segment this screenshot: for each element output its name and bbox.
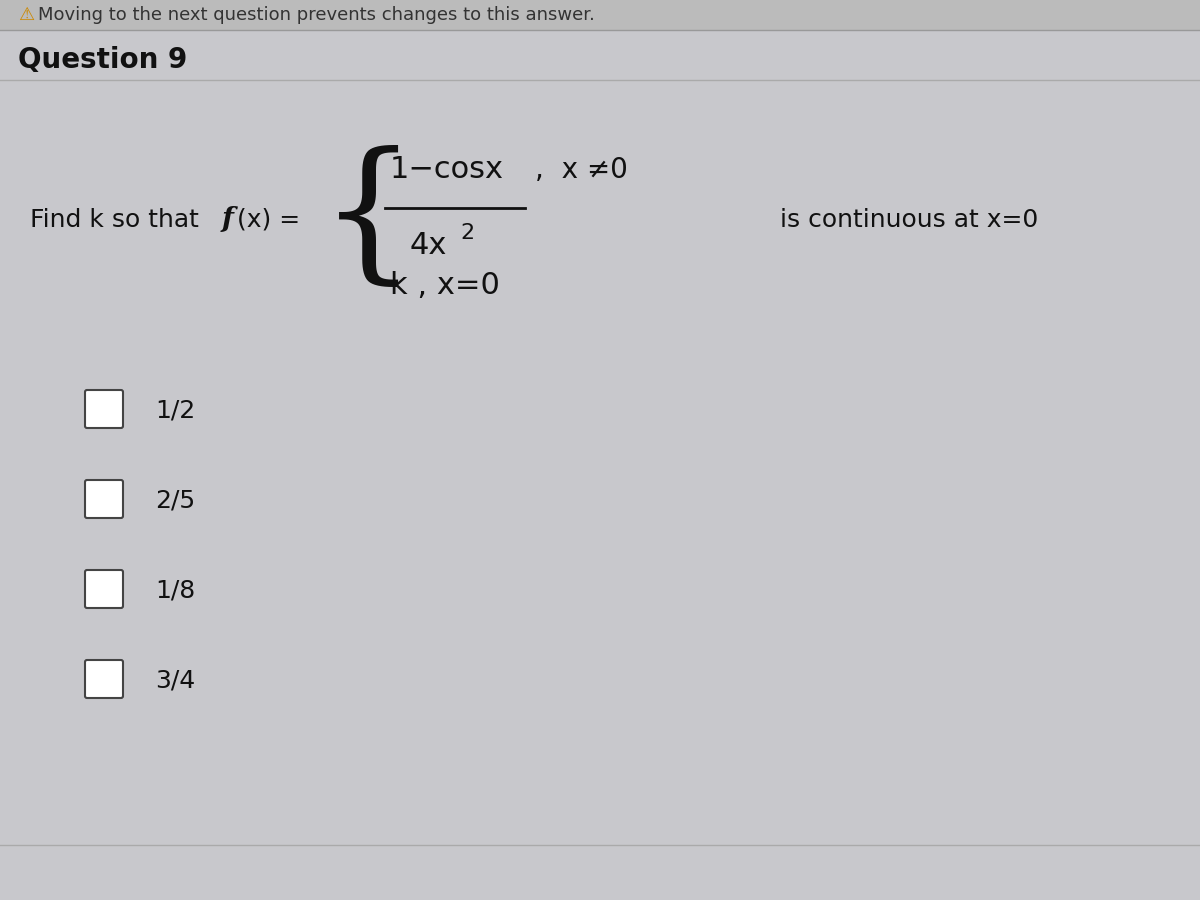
Text: Find k so that: Find k so that bbox=[30, 208, 206, 232]
Text: is continuous at x=0: is continuous at x=0 bbox=[780, 208, 1038, 232]
Text: 2/5: 2/5 bbox=[155, 488, 196, 512]
Text: Moving to the next question prevents changes to this answer.: Moving to the next question prevents cha… bbox=[38, 6, 595, 24]
Text: k , x=0: k , x=0 bbox=[390, 271, 500, 300]
Text: Question 9: Question 9 bbox=[18, 46, 187, 74]
Text: ⚠: ⚠ bbox=[18, 6, 34, 24]
Text: 3/4: 3/4 bbox=[155, 668, 196, 692]
Text: f: f bbox=[222, 206, 234, 233]
Text: 2: 2 bbox=[460, 223, 474, 243]
Text: 1−cosx: 1−cosx bbox=[390, 156, 504, 184]
FancyBboxPatch shape bbox=[0, 0, 1200, 30]
Text: 1/8: 1/8 bbox=[155, 578, 196, 602]
Text: 4x: 4x bbox=[410, 230, 448, 259]
FancyBboxPatch shape bbox=[85, 390, 124, 428]
Text: 1/2: 1/2 bbox=[155, 398, 196, 422]
Text: (x) =: (x) = bbox=[238, 208, 300, 232]
FancyBboxPatch shape bbox=[85, 480, 124, 518]
FancyBboxPatch shape bbox=[85, 570, 124, 608]
Text: {: { bbox=[320, 146, 418, 294]
FancyBboxPatch shape bbox=[85, 660, 124, 698]
Text: ,  x ≠0: , x ≠0 bbox=[535, 156, 628, 184]
